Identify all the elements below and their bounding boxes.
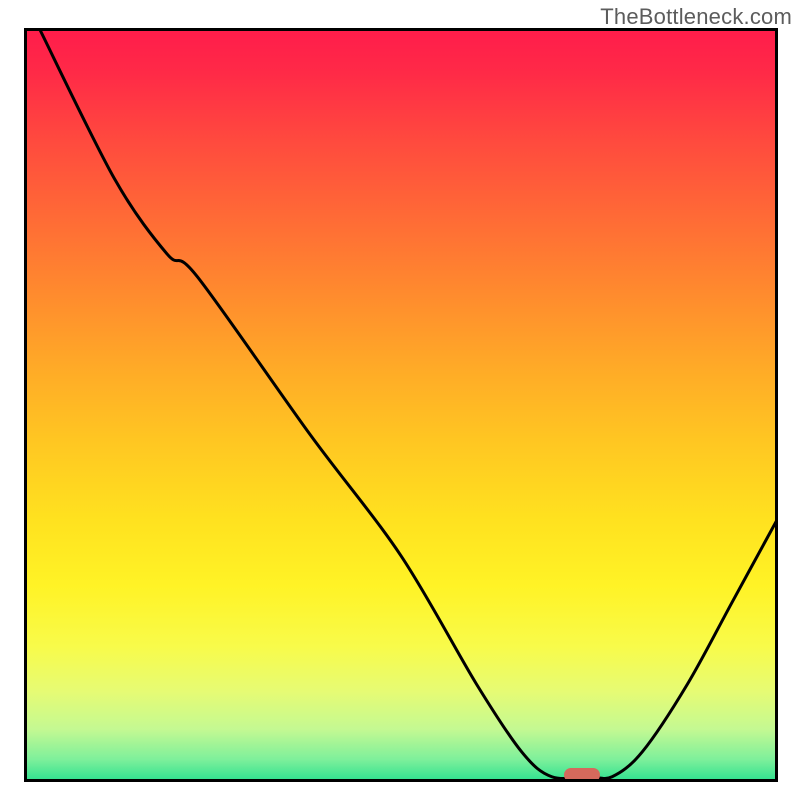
watermark-text: TheBottleneck.com	[600, 4, 792, 30]
plot-area	[24, 28, 778, 782]
bottleneck-curve	[24, 28, 778, 782]
optimum-marker	[564, 768, 600, 782]
